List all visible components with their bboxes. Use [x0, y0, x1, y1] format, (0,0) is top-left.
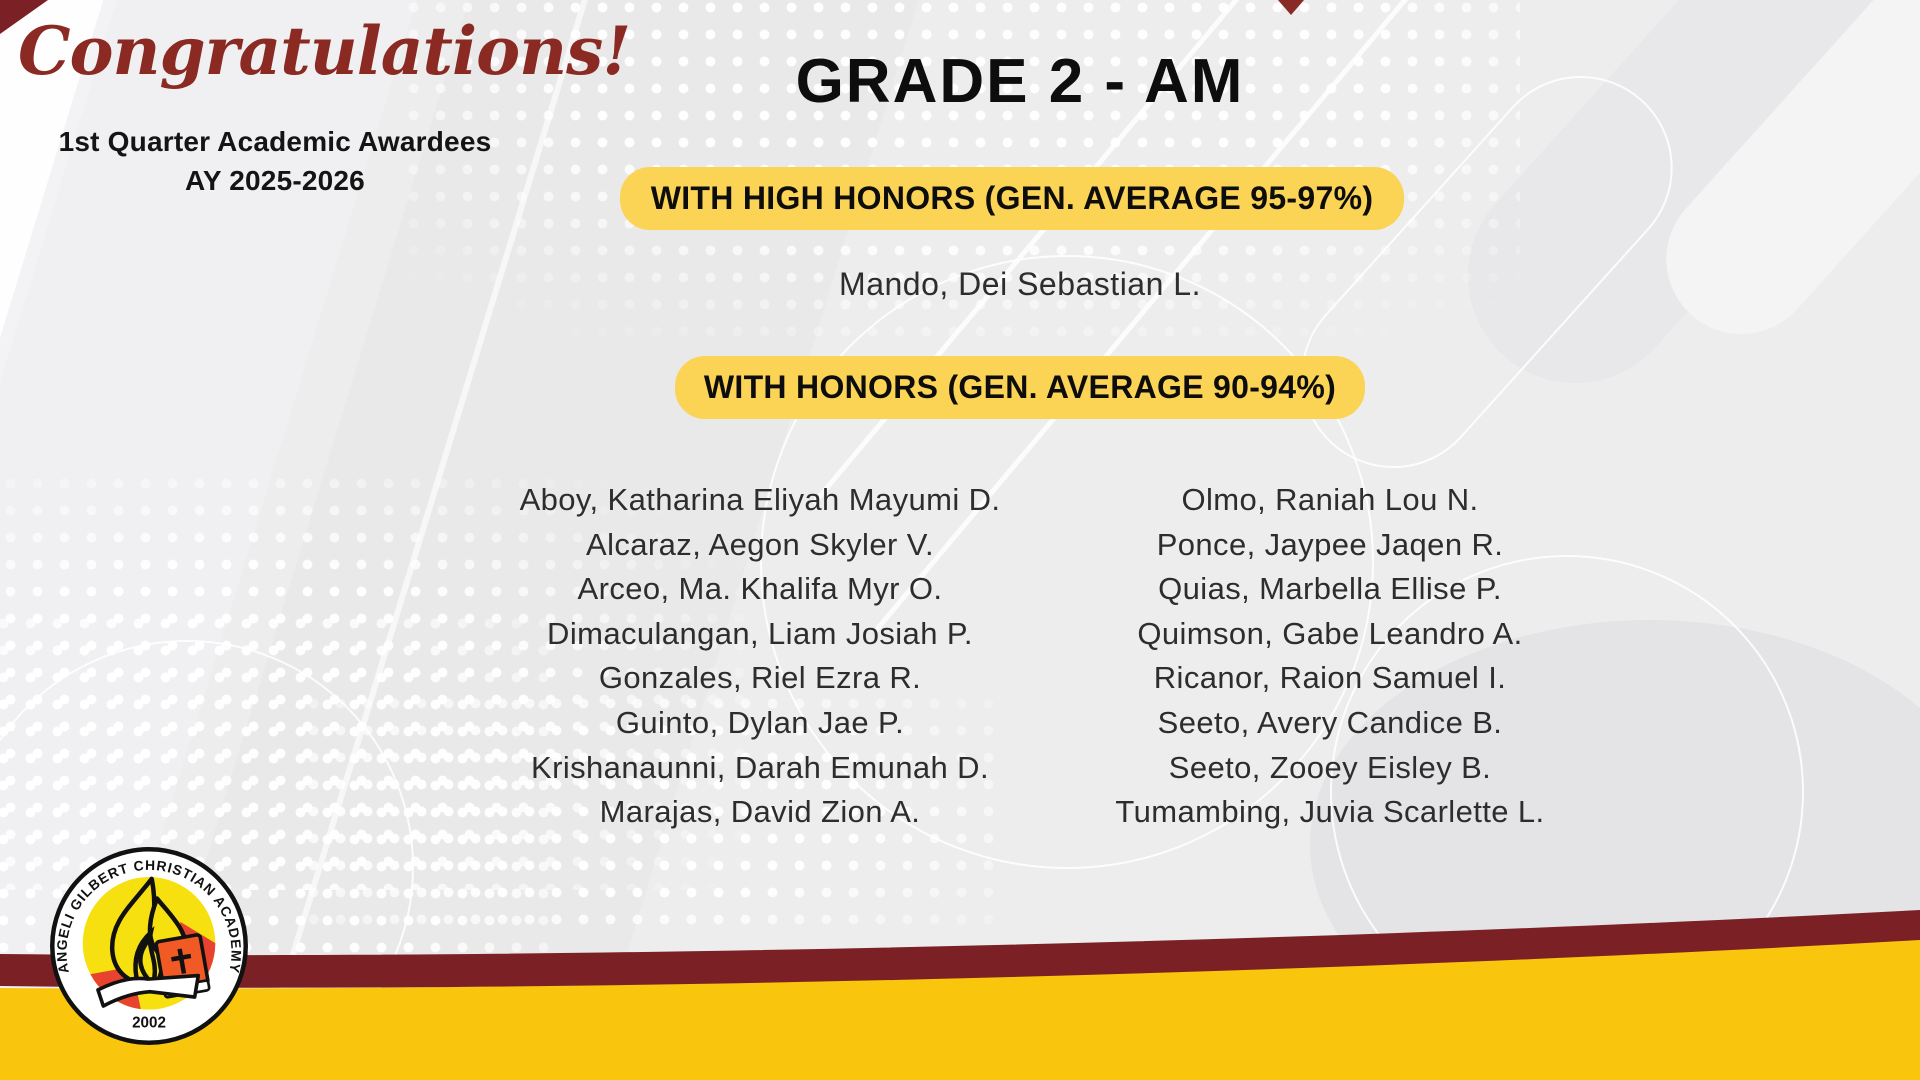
- subtitle-line1: 1st Quarter Academic Awardees: [58, 126, 492, 157]
- top-edge-wedge: [1278, 0, 1304, 15]
- footer-bands: [0, 910, 1920, 1080]
- high-honors-badge: WITH HIGH HONORS (GEN. AVERAGE 95-97%): [620, 167, 1404, 230]
- honors-badge-label: WITH HONORS (GEN. AVERAGE 90-94%): [703, 369, 1337, 405]
- honors-badge: WITH HONORS (GEN. AVERAGE 90-94%): [675, 356, 1365, 419]
- subtitle-line2: AY 2025-2026: [185, 165, 365, 196]
- honor-awardee-name: Aboy, Katharina Eliyah Mayumi D.: [519, 482, 1001, 517]
- honor-awardee-name: Olmo, Raniah Lou N.: [1181, 482, 1479, 517]
- corner-pill-shape: [1423, 0, 1920, 428]
- corner-pill-shape: [1635, 0, 1920, 365]
- honor-awardee-name: Dimaculangan, Liam Josiah P.: [547, 615, 973, 651]
- grade-section-title: GRADE 2 - AM: [795, 47, 1245, 116]
- poster-subtitle: 1st Quarter Academic Awardees AY 2025-20…: [45, 122, 505, 200]
- honors-column-2: Olmo, Raniah Lou N. Ponce, Jaypee Jaqen …: [1030, 478, 1630, 835]
- honor-awardee-name: Seeto, Avery Candice B.: [1157, 704, 1503, 740]
- honor-awardee-name: Arceo, Ma. Khalifa Myr O.: [577, 571, 943, 607]
- logo-year: 2002: [132, 1015, 166, 1032]
- congratulations-heading: Congratulations!: [18, 12, 631, 90]
- honor-awardee-name: Ricanor, Raion Samuel I.: [1153, 660, 1507, 696]
- honor-awardee-name: Krishanaunni, Darah Emunah D.: [531, 749, 989, 785]
- honor-awardee-name: Quias, Marbella Ellise P.: [1158, 571, 1502, 607]
- high-honors-awardee: Mando, Dei Sebastian L.: [839, 266, 1201, 302]
- honor-awardee-name: Marajas, David Zion A.: [599, 794, 921, 830]
- honor-awardee-name: Gonzales, Riel Ezra R.: [598, 660, 922, 696]
- high-honors-badge-label: WITH HIGH HONORS (GEN. AVERAGE 95-97%): [650, 180, 1374, 216]
- honor-awardee-name: Tumambing, Juvia Scarlette L.: [1115, 794, 1545, 830]
- honor-awardee-name: Guinto, Dylan Jae P.: [615, 704, 905, 740]
- honor-awardee-name: Alcaraz, Aegon Skyler V.: [586, 526, 934, 562]
- honor-awardee-name: Ponce, Jaypee Jaqen R.: [1156, 526, 1504, 562]
- honor-awardee-name: Quimson, Gabe Leandro A.: [1137, 615, 1523, 651]
- honor-awardee-name: Seeto, Zooey Eisley B.: [1168, 749, 1492, 785]
- honors-column-1: Aboy, Katharina Eliyah Mayumi D. Alcaraz…: [460, 478, 1060, 835]
- school-logo: ANGELI GILBERT CHRISTIAN ACADEMY 2002: [50, 847, 248, 1045]
